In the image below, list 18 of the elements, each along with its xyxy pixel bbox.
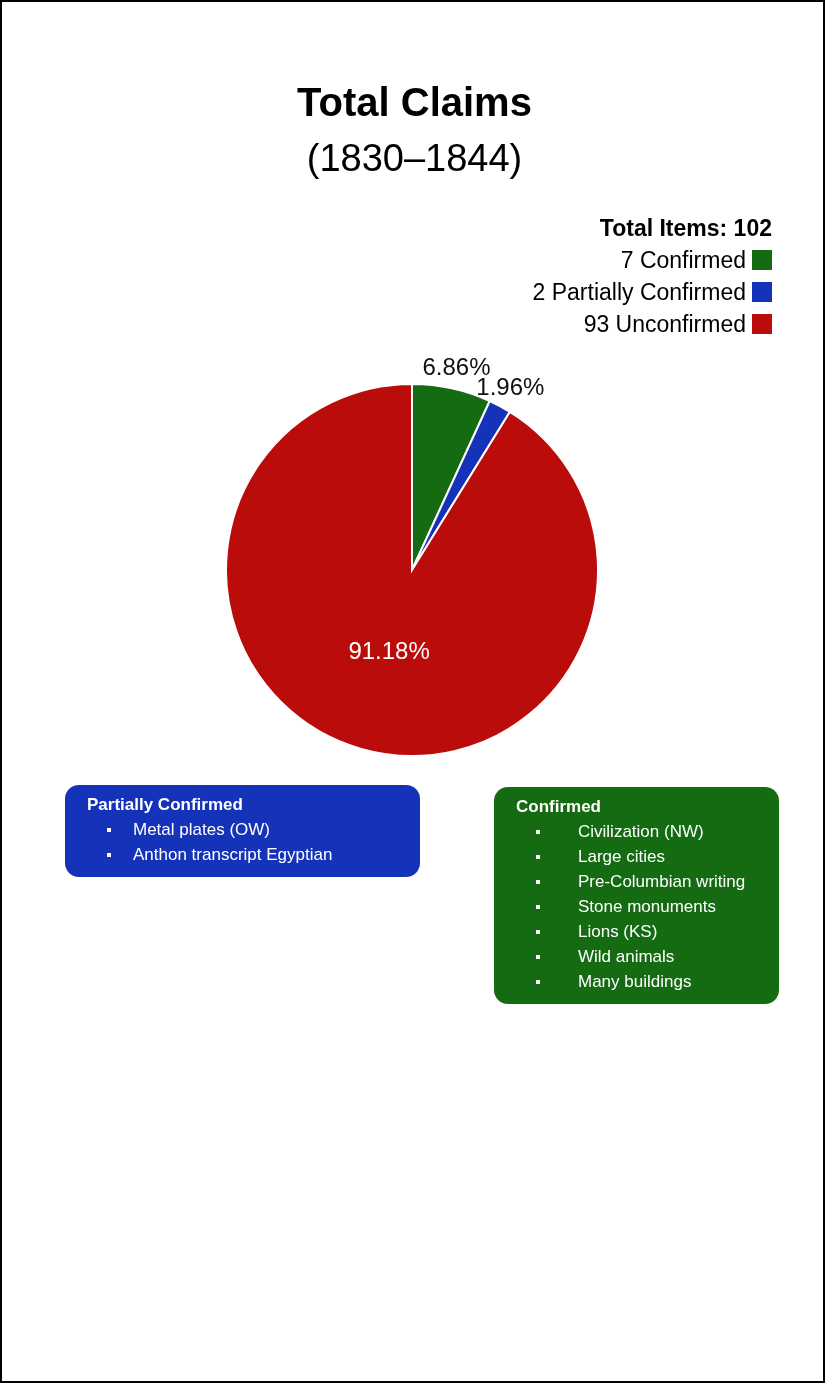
text: Lions (KS) xyxy=(578,921,658,943)
text: Large cities xyxy=(578,846,665,868)
text: Civilization (NW) xyxy=(578,821,704,843)
text: Wild animals xyxy=(578,946,675,968)
legend-label: 7 Confirmed xyxy=(620,246,746,275)
legend-label: 2 Partially Confirmed xyxy=(532,278,746,307)
text: Confirmed xyxy=(516,797,602,817)
chart-title: Total Claims xyxy=(296,80,533,125)
legend-label: 93 Unconfirmed xyxy=(583,310,746,339)
text: Anthon transcript Egyptian xyxy=(133,844,333,866)
text: Pre-Columbian writing xyxy=(578,871,746,893)
text: Partially Confirmed xyxy=(87,795,244,815)
text: Metal plates (OW) xyxy=(133,819,270,841)
data-label: 91.18% xyxy=(348,637,430,665)
chart-subtitle: (1830–1844) xyxy=(305,137,524,180)
text: Many buildings xyxy=(578,971,692,993)
text: Stone monuments xyxy=(578,896,716,918)
legend-title: Total Items: 102 xyxy=(598,214,772,243)
